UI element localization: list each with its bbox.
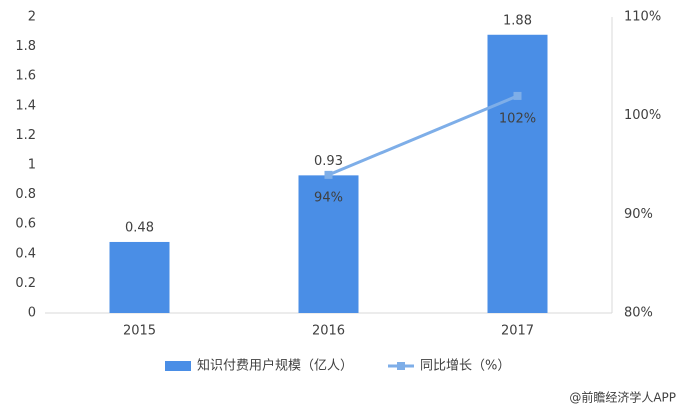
bar-value-label: 0.48: [125, 220, 154, 235]
y-tick-label: 0.6: [15, 217, 36, 232]
x-tick-label: 2015: [123, 324, 156, 339]
bar: [298, 175, 359, 313]
line-marker: [324, 170, 333, 179]
bar-value-label: 0.93: [314, 154, 343, 169]
legend-label: 知识付费用户规模（亿人）: [197, 358, 353, 374]
y-tick-label: 0.8: [15, 187, 36, 202]
y-tick-label: 0: [28, 306, 36, 321]
y2-tick-label: 110%: [624, 10, 661, 25]
legend-swatch-marker: [397, 362, 405, 370]
y-tick-label: 1.2: [15, 128, 36, 143]
line-marker: [513, 91, 522, 100]
bar: [487, 34, 548, 313]
legend-label: 同比增长（%）: [420, 359, 510, 374]
y-tick-label: 2: [28, 10, 36, 25]
y-tick-label: 1.4: [15, 98, 36, 113]
y-tick-label: 1: [28, 158, 36, 173]
line-value-label: 94%: [314, 190, 343, 205]
source: @前瞻经济学人APP: [569, 390, 676, 405]
y-tick-label: 1.8: [15, 39, 36, 54]
y-tick-label: 0.2: [15, 276, 36, 291]
legend-swatch: [165, 361, 191, 371]
y2-tick-label: 100%: [624, 108, 661, 123]
y-tick-label: 1.6: [15, 69, 36, 84]
x-tick-label: 2016: [312, 324, 345, 339]
y2-tick-label: 90%: [624, 207, 653, 222]
y-tick-label: 0.4: [15, 246, 36, 261]
bar: [109, 241, 170, 313]
y2-tick-label: 80%: [624, 306, 653, 321]
x-tick-label: 2017: [501, 324, 534, 339]
line: [327, 94, 519, 177]
line-value-label: 102%: [499, 111, 536, 126]
bar-value-label: 1.88: [503, 13, 532, 28]
